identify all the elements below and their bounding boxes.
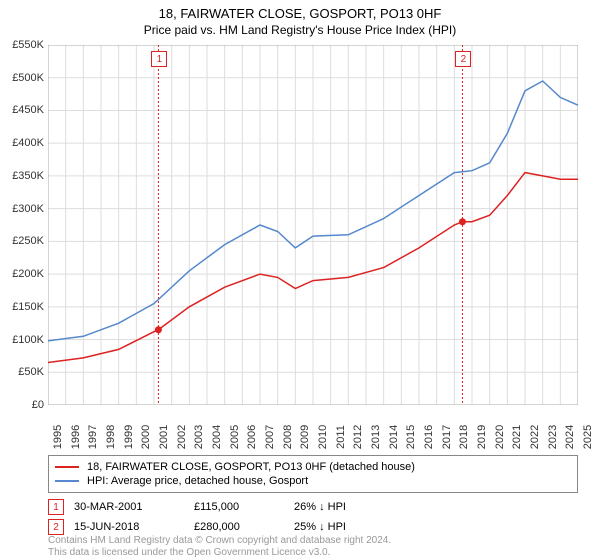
marker-row: 2 15-JUN-2018£280,00025% ↓ HPI (48, 517, 578, 537)
legend-label: 18, FAIRWATER CLOSE, GOSPORT, PO13 0HF (… (87, 461, 415, 473)
copyright: Contains HM Land Registry data © Crown c… (48, 535, 391, 559)
marker-row: 1 30-MAR-2001£115,00026% ↓ HPI (48, 497, 578, 517)
copyright-line-2: This data is licensed under the Open Gov… (48, 547, 330, 558)
marker-badge-floating: 1 (151, 51, 167, 67)
x-tick-label: 1998 (105, 425, 117, 449)
marker-note: 26% ↓ HPI (294, 501, 346, 513)
marker-price: £280,000 (194, 521, 294, 533)
y-tick-label: £50K (18, 366, 44, 378)
marker-date: 15-JUN-2018 (74, 521, 194, 533)
marker-badge: 1 (48, 499, 64, 515)
x-tick-label: 2001 (158, 425, 170, 449)
legend-row: HPI: Average price, detached house, Gosp… (55, 474, 571, 488)
copyright-line-1: Contains HM Land Registry data © Crown c… (48, 535, 391, 546)
y-tick-label: £550K (12, 39, 44, 51)
x-tick-label: 1997 (87, 425, 99, 449)
x-tick-label: 2018 (458, 425, 470, 449)
x-tick-label: 2010 (317, 425, 329, 449)
chart-svg (48, 45, 578, 405)
marker-badge: 2 (48, 519, 64, 535)
marker-price: £115,000 (194, 501, 294, 513)
y-tick-label: £200K (12, 268, 44, 280)
legend-swatch (55, 466, 79, 468)
y-tick-label: £450K (12, 104, 44, 116)
marker-badge-floating: 2 (455, 51, 471, 67)
chart-container: 18, FAIRWATER CLOSE, GOSPORT, PO13 0HF P… (0, 0, 600, 560)
x-tick-label: 2015 (405, 425, 417, 449)
x-tick-label: 2003 (193, 425, 205, 449)
x-tick-label: 2021 (511, 425, 523, 449)
x-tick-label: 1995 (52, 425, 64, 449)
x-tick-label: 1996 (70, 425, 82, 449)
x-tick-label: 2020 (494, 425, 506, 449)
y-tick-label: £100K (12, 334, 44, 346)
plot-area: 12 (48, 45, 578, 405)
x-tick-label: 2004 (211, 425, 223, 449)
x-tick-label: 2014 (388, 425, 400, 449)
x-tick-label: 2007 (264, 425, 276, 449)
x-tick-label: 2023 (547, 425, 559, 449)
x-tick-label: 2002 (176, 425, 188, 449)
legend-label: HPI: Average price, detached house, Gosp… (87, 475, 308, 487)
legend: 18, FAIRWATER CLOSE, GOSPORT, PO13 0HF (… (48, 455, 578, 493)
y-tick-label: £400K (12, 137, 44, 149)
y-tick-label: £300K (12, 203, 44, 215)
legend-swatch (55, 480, 79, 482)
y-tick-label: £500K (12, 72, 44, 84)
x-tick-label: 2008 (282, 425, 294, 449)
x-tick-label: 2009 (299, 425, 311, 449)
x-tick-label: 2025 (582, 425, 594, 449)
x-tick-label: 2011 (335, 425, 347, 449)
y-tick-label: £350K (12, 170, 44, 182)
marker-note: 25% ↓ HPI (294, 521, 346, 533)
y-tick-label: £150K (12, 301, 44, 313)
chart-title: 18, FAIRWATER CLOSE, GOSPORT, PO13 0HF (0, 0, 600, 21)
x-tick-label: 2017 (441, 425, 453, 449)
y-axis-labels: £0£50K£100K£150K£200K£250K£300K£350K£400… (0, 45, 46, 405)
x-tick-label: 1999 (123, 425, 135, 449)
x-axis-labels: 1995 1996 1997 1998 1999 2000 2001 2002 2003 2004… (48, 407, 578, 457)
x-tick-label: 2000 (140, 425, 152, 449)
x-tick-label: 2019 (476, 425, 488, 449)
marker-table: 1 30-MAR-2001£115,00026% ↓ HPI 2 15-JUN-201… (48, 497, 578, 537)
x-tick-label: 2012 (352, 425, 364, 449)
x-tick-label: 2024 (564, 425, 576, 449)
chart-subtitle: Price paid vs. HM Land Registry's House … (0, 21, 600, 37)
x-tick-label: 2005 (229, 425, 241, 449)
y-tick-label: £0 (32, 399, 44, 411)
y-tick-label: £250K (12, 235, 44, 247)
marker-date: 30-MAR-2001 (74, 501, 194, 513)
x-tick-label: 2016 (423, 425, 435, 449)
x-tick-label: 2006 (246, 425, 258, 449)
x-tick-label: 2022 (529, 425, 541, 449)
legend-row: 18, FAIRWATER CLOSE, GOSPORT, PO13 0HF (… (55, 460, 571, 474)
x-tick-label: 2013 (370, 425, 382, 449)
